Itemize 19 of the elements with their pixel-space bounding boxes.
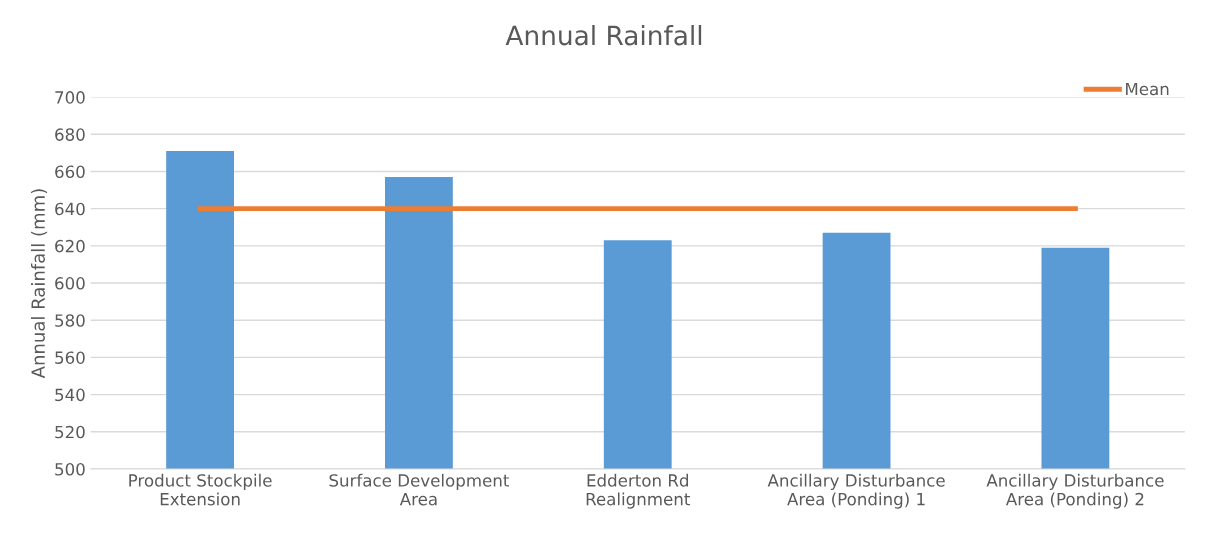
y-tick-label: 660 [55,165,85,179]
y-tick-label: 500 [55,462,85,476]
y-tick-label: 700 [55,91,85,104]
x-tick-label: Ancillary Disturbance Area (Ponding) 1 [767,473,945,509]
y-tick-label: 640 [55,202,85,216]
y-tick-label: 580 [55,314,85,327]
y-tick-label: 680 [55,128,85,141]
x-tick-label: Surface Development Area [329,473,510,506]
y-tick-label: 560 [55,351,85,364]
y-tick-label: 520 [55,425,85,439]
y-axis-title: Annual Rainfall (mm) [30,189,48,379]
y-tick-label: 540 [55,388,85,402]
y-tick-label: 620 [55,239,85,253]
x-tick-label: Edderton Rd Realignment [586,473,690,509]
y-tick-label: 600 [55,277,85,290]
x-tick-label: Product Stockpile Extension [129,473,272,506]
x-tick-label: Ancillary Disturbance Area (Ponding) 2 [986,473,1164,509]
legend-label: Mean [1126,82,1169,96]
chart-title: Annual Rainfall [505,24,702,46]
